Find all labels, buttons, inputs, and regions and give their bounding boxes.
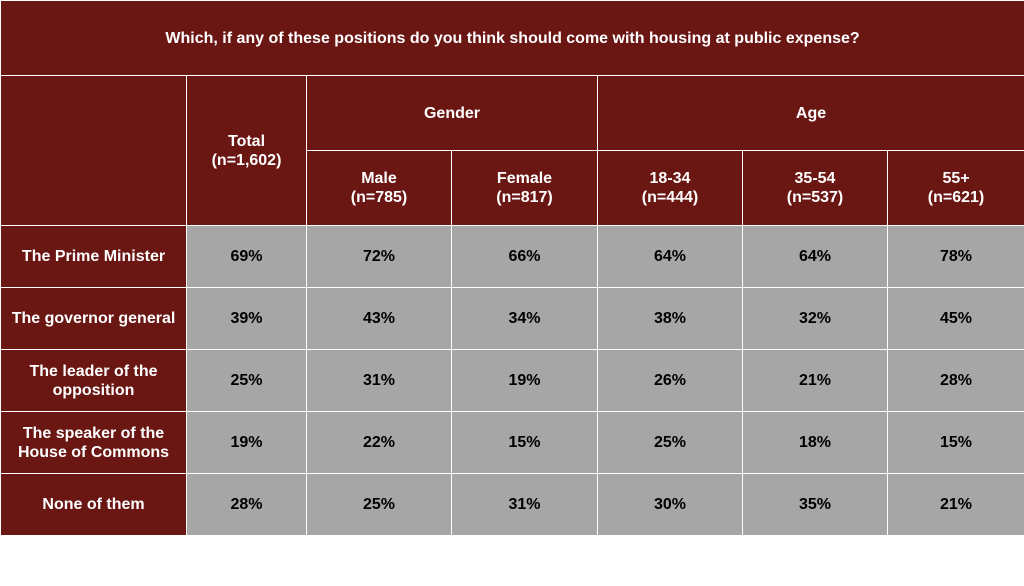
table-container: Which, if any of these positions do you … xyxy=(0,0,1024,536)
data-cell: 72% xyxy=(306,225,452,288)
column-header-55-plus: 55+ (n=621) xyxy=(886,150,1024,226)
column-header-female: Female (n=817) xyxy=(451,150,598,226)
data-cell: 15% xyxy=(886,411,1024,474)
data-cell: 43% xyxy=(306,287,452,350)
column-header-n: (n=537) xyxy=(786,189,844,206)
row-label: The leader of the opposition xyxy=(0,349,187,412)
row-label: The governor general xyxy=(0,287,187,350)
data-cell: 78% xyxy=(886,225,1024,288)
data-cell: 39% xyxy=(186,287,307,350)
data-cell: 31% xyxy=(451,473,598,536)
data-cell: 22% xyxy=(306,411,452,474)
data-cell: 21% xyxy=(886,473,1024,536)
data-cell: 34% xyxy=(451,287,598,350)
table-row: The speaker of the House of Commons 19% … xyxy=(0,411,1024,474)
column-header-label: 35-54 xyxy=(794,170,836,187)
table-row: The leader of the opposition 25% 31% 19%… xyxy=(0,349,1024,412)
total-header-n: (n=1,602) xyxy=(211,151,282,169)
data-cell: 26% xyxy=(597,349,743,412)
table-row: The governor general 39% 43% 34% 38% 32%… xyxy=(0,287,1024,350)
data-cell: 28% xyxy=(886,349,1024,412)
data-cell: 25% xyxy=(306,473,452,536)
column-header-n: (n=785) xyxy=(350,189,408,206)
data-cell: 32% xyxy=(742,287,888,350)
data-cell: 18% xyxy=(742,411,888,474)
group-header-age: Age xyxy=(596,75,1024,151)
data-table: Which, if any of these positions do you … xyxy=(0,0,1024,536)
table-title: Which, if any of these positions do you … xyxy=(0,0,1024,76)
total-header: Total (n=1,602) xyxy=(186,75,307,226)
data-cell: 31% xyxy=(306,349,452,412)
column-header-male: Male (n=785) xyxy=(306,150,452,226)
column-header-18-34: 18-34 (n=444) xyxy=(597,150,743,226)
column-header-n: (n=817) xyxy=(496,189,553,206)
data-cell: 35% xyxy=(742,473,888,536)
column-header-label: Male xyxy=(361,170,397,187)
column-header-n: (n=621) xyxy=(927,189,985,206)
data-cell: 25% xyxy=(597,411,743,474)
data-cell: 30% xyxy=(597,473,743,536)
data-cell: 64% xyxy=(597,225,743,288)
column-header-label: 55+ xyxy=(942,170,970,187)
group-header-gender: Gender xyxy=(306,75,598,151)
column-header-35-54: 35-54 (n=537) xyxy=(742,150,888,226)
data-cell: 19% xyxy=(451,349,598,412)
table-row: None of them 28% 25% 31% 30% 35% 21% xyxy=(0,473,1024,536)
row-label: The Prime Minister xyxy=(0,225,187,288)
row-label: The speaker of the House of Commons xyxy=(0,411,187,474)
data-cell: 28% xyxy=(186,473,307,536)
column-header-n: (n=444) xyxy=(641,189,699,206)
data-cell: 21% xyxy=(742,349,888,412)
corner-cell xyxy=(0,75,187,226)
data-cell: 64% xyxy=(742,225,888,288)
row-label: None of them xyxy=(0,473,187,536)
data-cell: 19% xyxy=(186,411,307,474)
total-header-label: Total xyxy=(227,132,266,150)
data-cell: 66% xyxy=(451,225,598,288)
data-cell: 38% xyxy=(597,287,743,350)
column-header-label: Female xyxy=(496,170,553,187)
column-header-label: 18-34 xyxy=(649,170,691,187)
table-row: The Prime Minister 69% 72% 66% 64% 64% 7… xyxy=(0,225,1024,288)
data-cell: 25% xyxy=(186,349,307,412)
data-cell: 45% xyxy=(886,287,1024,350)
data-cell: 15% xyxy=(451,411,598,474)
data-cell: 69% xyxy=(186,225,307,288)
